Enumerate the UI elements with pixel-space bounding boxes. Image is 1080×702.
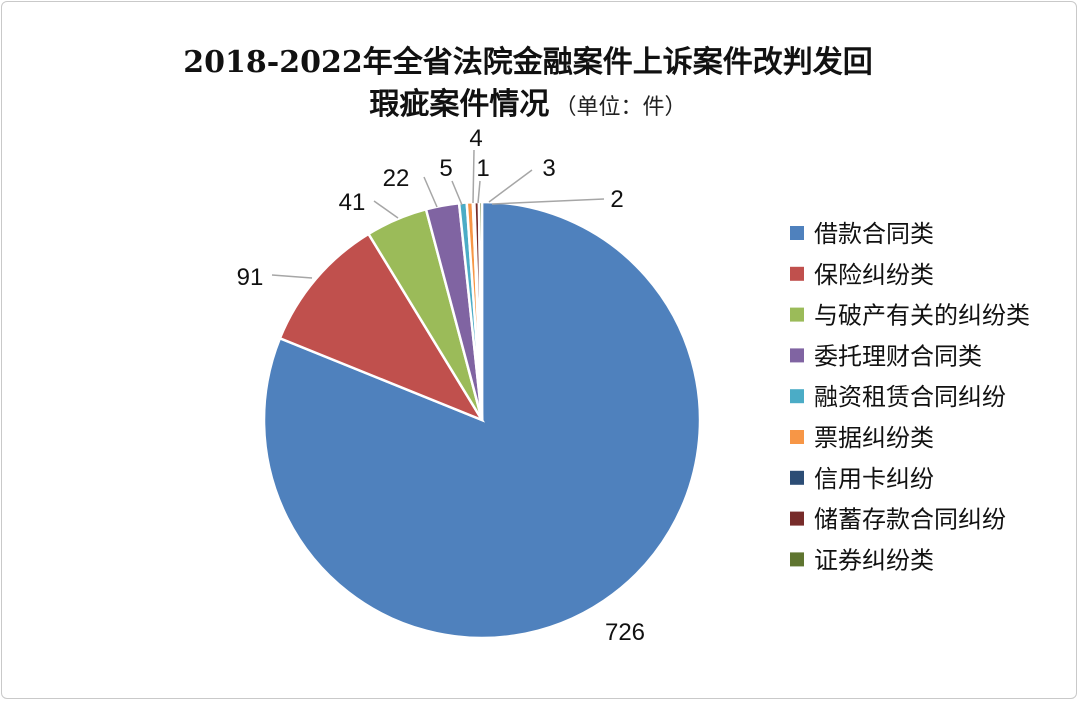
pie-slice-9 xyxy=(477,200,484,421)
legend-label-5: 融资租赁合同纠纷 xyxy=(814,383,1006,411)
legend-label-2: 保险纠纷类 xyxy=(814,261,934,289)
legend-swatch-6 xyxy=(790,430,804,444)
legend-swatch-9 xyxy=(790,552,804,567)
legend-label-7: 信用卡纠纷 xyxy=(814,465,934,493)
legend: 借款合同类保险纠纷类与破产有关的纠纷类委托理财合同类融资租赁合同纠纷票据纠纷类信… xyxy=(790,220,1030,574)
chart-title-unit: （单位：件） xyxy=(555,95,687,120)
legend-label-8: 储蓄存款合同纠纷 xyxy=(814,506,1006,534)
legend-swatch-4 xyxy=(790,348,804,363)
legend-swatch-7 xyxy=(790,470,804,485)
legend-label-6: 票据纠纷类 xyxy=(814,424,934,452)
legend-swatch-5 xyxy=(790,389,804,404)
leader-lines xyxy=(271,149,605,279)
data-label-9: 2 xyxy=(610,186,623,213)
leader-line-7 xyxy=(477,180,481,204)
chart-title-line2: 瑕疵案件情况 （单位：件） xyxy=(369,87,686,122)
data-label-6: 4 xyxy=(469,125,482,152)
pie-slices xyxy=(262,200,702,640)
leader-line-5 xyxy=(451,180,463,206)
leader-line-4 xyxy=(423,176,438,208)
leader-line-8 xyxy=(488,169,533,203)
legend-swatch-2 xyxy=(790,266,804,281)
legend-swatch-3 xyxy=(790,307,804,322)
data-label-5: 5 xyxy=(439,155,452,182)
data-label-8: 3 xyxy=(542,155,555,182)
chart-title-line1: 2018-2022年全省法院金融案件上诉案件改判发回 xyxy=(183,45,872,80)
data-label-7: 1 xyxy=(476,155,489,182)
legend-label-9: 证券纠纷类 xyxy=(814,546,934,574)
legend-label-4: 委托理财合同类 xyxy=(814,342,982,370)
data-label-3: 41 xyxy=(339,189,366,216)
legend-label-1: 借款合同类 xyxy=(814,220,934,248)
legend-swatch-1 xyxy=(790,226,804,240)
data-label-1: 726 xyxy=(605,619,645,646)
legend-label-3: 与破产有关的纠纷类 xyxy=(814,302,1030,330)
chart-title-main: 瑕疵案件情况 xyxy=(369,87,549,122)
leader-line-6 xyxy=(472,149,475,204)
leader-line-2 xyxy=(271,274,313,279)
leader-line-9 xyxy=(491,198,605,205)
leader-line-3 xyxy=(373,200,399,219)
legend-swatch-8 xyxy=(790,511,804,526)
pie-slice-2 xyxy=(278,232,486,423)
data-label-4: 22 xyxy=(383,165,410,192)
data-label-2: 91 xyxy=(237,264,264,291)
